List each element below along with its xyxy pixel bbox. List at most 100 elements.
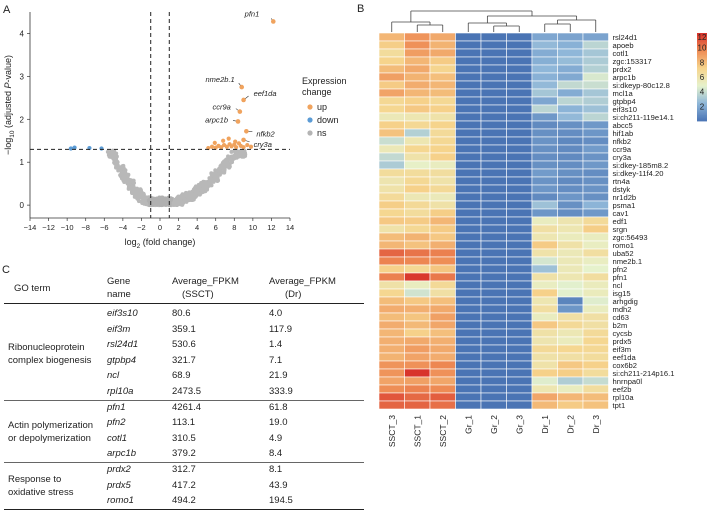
y-tick-label: 1: [20, 158, 25, 167]
header-fpkm-dr-line2: (Dr): [285, 289, 302, 300]
row-label: eif3s10: [613, 105, 638, 114]
fpkm-dr-cell: 7.1: [269, 354, 283, 366]
heatmap-cell: [404, 168, 431, 178]
heatmap-cell: [404, 240, 431, 250]
row-label: eef2b: [613, 385, 632, 394]
heatmap-cell: [531, 256, 558, 266]
heatmap-cell: [582, 264, 609, 274]
heatmap-cell: [378, 192, 405, 202]
heatmap-cell: [455, 272, 482, 282]
heatmap-cell: [455, 168, 482, 178]
heatmap-cell: [506, 232, 533, 242]
heatmap-cell: [378, 248, 405, 258]
fpkm-dr-cell: 61.8: [269, 401, 288, 413]
group-separator: [4, 462, 364, 463]
ns-point: [131, 185, 136, 190]
heatmap-cell: [455, 216, 482, 226]
heatmap-cell: [582, 400, 609, 410]
up-point: [221, 138, 226, 143]
heatmap-cell: [378, 328, 405, 338]
heatmap-cell: [506, 40, 533, 50]
heatmap-cell: [429, 360, 456, 370]
heatmap-cell: [455, 320, 482, 330]
heatmap-cell: [531, 152, 558, 162]
row-label: pfn2: [613, 265, 628, 274]
heatmap-cell: [404, 224, 431, 234]
heatmap-cell: [480, 136, 507, 146]
heatmap-cell: [404, 192, 431, 202]
row-label: abcc5: [613, 121, 633, 130]
colorbar-segment: [697, 115, 707, 117]
heatmap-cell: [404, 288, 431, 298]
heatmap-cell: [378, 168, 405, 178]
row-label: si:dkey-185m8.2: [613, 161, 669, 170]
heatmap-cell: [404, 128, 431, 138]
x-tick-label: −6: [100, 223, 109, 232]
ns-point: [217, 168, 222, 173]
row-label: si:ch211-119e14.1: [613, 113, 674, 122]
heatmap-cell: [557, 48, 584, 58]
row-label: si:ch211-214p16.1: [613, 369, 675, 378]
row-label: mcl1a: [613, 89, 634, 98]
heatmap-cell: [429, 96, 456, 106]
heatmap-cell: [582, 208, 609, 218]
heatmap-cell: [455, 184, 482, 194]
heatmap-cell: [429, 160, 456, 170]
heatmap-cell: [531, 368, 558, 378]
column-label: Dr_1: [540, 415, 550, 434]
heatmap-cell: [557, 96, 584, 106]
heatmap-cell: [582, 200, 609, 210]
heatmap-cell: [455, 312, 482, 322]
fpkm-dr-cell: 1.4: [269, 339, 283, 351]
ns-point: [149, 198, 154, 203]
legend-swatch-ns: [307, 130, 313, 136]
heatmap-cell: [557, 280, 584, 290]
group-separator: [4, 399, 364, 401]
heatmap-cell: [582, 344, 609, 354]
heatmap-cell: [557, 272, 584, 282]
heatmap-cell: [429, 152, 456, 162]
ns-point: [227, 157, 232, 162]
gene-label-cry3a: cry3a: [254, 140, 272, 149]
heatmap-cell: [582, 296, 609, 306]
colorbar-tick-label: 8: [700, 58, 705, 67]
heatmap-cell: [455, 224, 482, 234]
heatmap-cell: [557, 248, 584, 258]
gene-label-pfn1: pfn1: [244, 9, 260, 18]
heatmap-cell: [557, 352, 584, 362]
heatmap-cell: [531, 328, 558, 338]
ns-point: [243, 153, 248, 158]
x-tick-label: −8: [81, 223, 90, 232]
colorbar-segment: [697, 101, 707, 104]
heatmap-cell: [557, 240, 584, 250]
heatmap-cell: [531, 392, 558, 402]
fpkm-dr-cell: 8.1: [269, 464, 283, 475]
heatmap-cell: [378, 104, 405, 114]
heatmap-cell: [531, 216, 558, 226]
heatmap-cell: [506, 80, 533, 90]
heatmap-cell: [455, 336, 482, 346]
heatmap-cell: [429, 376, 456, 386]
heatmap-cell: [557, 200, 584, 210]
heatmap-cell: [378, 312, 405, 322]
x-axis-title: log2 (fold change): [125, 237, 196, 250]
heatmap-cell: [582, 88, 609, 98]
heatmap-cell: [506, 152, 533, 162]
heatmap-cell: [455, 288, 482, 298]
heatmap-cell: [531, 272, 558, 282]
heatmap-cell: [429, 120, 456, 130]
heatmap-cell: [429, 368, 456, 378]
heatmap-cell: [557, 88, 584, 98]
header-fpkm-ssct-line2: (SSCT): [182, 289, 214, 300]
heatmap-cell: [531, 112, 558, 122]
gene-name-cell: pfn2: [107, 417, 126, 429]
colorbar-segment: [697, 88, 707, 91]
heatmap-cell: [506, 336, 533, 346]
colorbar-segment: [697, 34, 707, 37]
heatmap-cell: [557, 104, 584, 114]
gene-name-cell: eif3m: [107, 323, 131, 335]
colorbar-segment: [697, 119, 707, 122]
heatmap-cell: [480, 128, 507, 138]
colorbar-tick-label: 2: [700, 102, 705, 111]
go-term-cell: Actin polymerization: [8, 419, 94, 431]
